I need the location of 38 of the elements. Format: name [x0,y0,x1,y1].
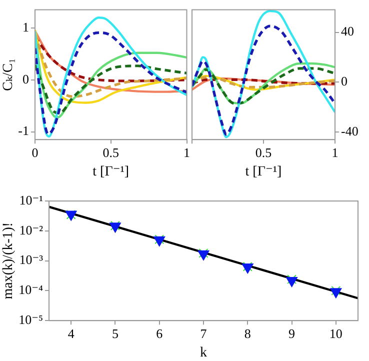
point [110,222,121,233]
x-tick-label: 5 [112,326,118,341]
x-tick-label: 0.5 [255,144,272,160]
y-tick-label: 0 [22,71,29,86]
y-tick-label: 10⁻¹ [19,192,44,208]
point [242,264,254,274]
y-tick-label: 10⁻² [19,222,44,238]
x-axis-title: t [Γ⁻¹] [245,164,282,180]
x-tick-label: 4 [68,326,75,341]
point [287,274,297,284]
y-tick-label: 1 [22,19,29,34]
point [242,262,252,272]
x-tick-label: 6 [156,326,164,341]
y2-tick-label: -40 [341,124,358,139]
point [331,286,341,296]
point [286,276,298,287]
y-axis-title: max(k)/(k-1)! [1,222,16,300]
x-tick-label: 10 [329,326,342,341]
line-series [35,64,187,114]
y-tick-label: 10⁻⁴ [18,282,44,298]
x-axis-title: t [Γ⁻¹] [92,164,130,180]
x-tick-label: 9 [288,326,296,341]
point [198,248,208,258]
x-tick-label: 1 [332,144,338,160]
y-tick-label: 10⁻⁵ [18,312,43,328]
point [198,250,210,260]
x-tick-label: 1 [184,144,190,160]
x-tick-label: 7 [200,326,208,341]
point [330,288,342,298]
y2-tick-label: 0 [341,74,348,89]
y2-tick-label: 40 [341,24,354,39]
y-tick-label: 10⁻³ [19,252,44,268]
x-tick-label: 0.5 [102,144,119,160]
y-axis-title: Cₖ/C₁ [1,58,16,91]
x-axis-title: k [200,345,207,360]
x-tick-label: 8 [244,326,251,341]
point [110,220,120,230]
y-tick-label: -1 [18,123,29,138]
